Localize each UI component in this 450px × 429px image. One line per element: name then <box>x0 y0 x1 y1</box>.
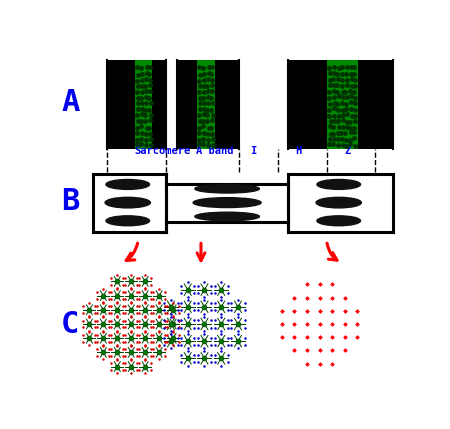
Bar <box>288 60 393 149</box>
Polygon shape <box>288 174 393 232</box>
Text: B: B <box>61 187 79 216</box>
Polygon shape <box>166 184 288 222</box>
Bar <box>327 60 358 149</box>
Text: A band: A band <box>196 145 233 156</box>
Ellipse shape <box>193 198 261 208</box>
Bar <box>107 60 166 149</box>
Bar <box>176 60 239 149</box>
Bar <box>135 60 153 149</box>
Ellipse shape <box>316 197 361 208</box>
Text: C: C <box>61 309 79 338</box>
Ellipse shape <box>195 184 259 193</box>
Ellipse shape <box>105 197 150 208</box>
Text: H: H <box>296 145 302 156</box>
Text: Z: Z <box>344 145 351 156</box>
Ellipse shape <box>195 212 259 221</box>
Text: A: A <box>61 88 79 117</box>
Ellipse shape <box>106 216 149 226</box>
Ellipse shape <box>106 179 149 189</box>
Bar <box>197 60 216 149</box>
Text: I: I <box>250 145 256 156</box>
Polygon shape <box>93 174 166 232</box>
Text: Sarcomere: Sarcomere <box>135 145 191 156</box>
Ellipse shape <box>317 179 360 189</box>
Ellipse shape <box>317 216 360 226</box>
